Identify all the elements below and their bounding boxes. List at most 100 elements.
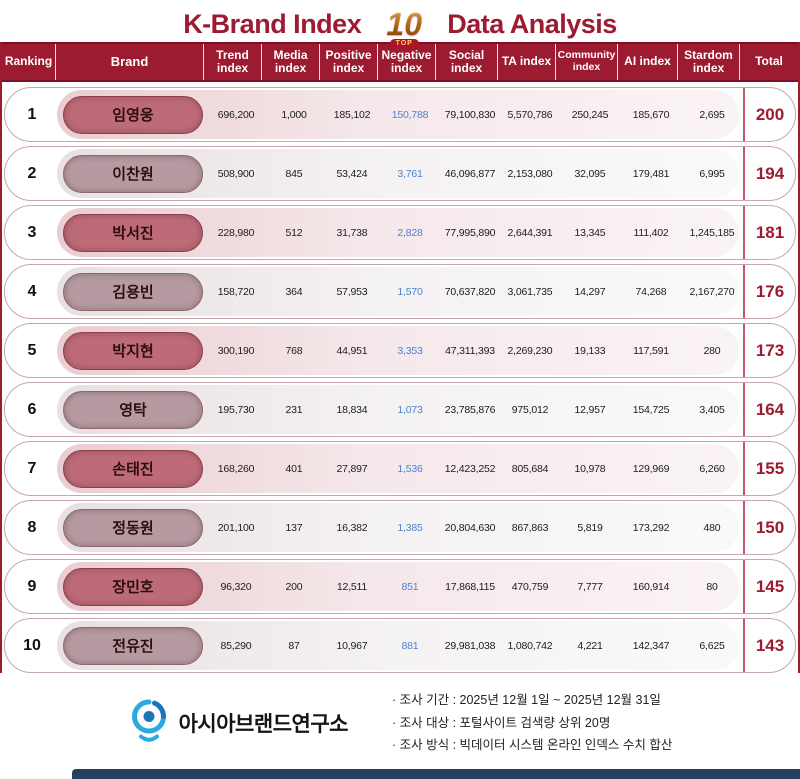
metric-cell-community: 14,297 xyxy=(574,285,606,298)
column-header-total: Total xyxy=(755,54,783,69)
metric-cell-positive: 16,382 xyxy=(336,521,368,534)
metric-cell-stardom: 3,405 xyxy=(699,403,725,416)
metric-cell-community: 12,957 xyxy=(574,403,606,416)
metric-cell-social: 77,995,890 xyxy=(444,226,496,239)
metric-cell-media: 364 xyxy=(285,285,303,298)
table-row: 8 정동원 201,100 137 16,382 1,385 20,804,630 867,8… xyxy=(4,500,796,555)
brand-cell: 영탁 xyxy=(59,383,207,436)
metric-cell-ta: 5,570,786 xyxy=(507,108,553,121)
metric-cell-negative: 881 xyxy=(401,639,419,652)
metric-cell-social: 12,423,252 xyxy=(444,462,496,475)
badge-top-ribbon: TOP xyxy=(389,39,419,48)
metric-cell-positive: 53,424 xyxy=(336,167,368,180)
metric-cell-social: 23,785,876 xyxy=(444,403,496,416)
badge-number: 10 xyxy=(386,6,423,42)
table-row: 2 이찬원 508,900 845 53,424 3,761 46,096,877 2,153… xyxy=(4,146,796,201)
metric-cell-stardom: 6,260 xyxy=(699,462,725,475)
metric-cell-ta: 470,759 xyxy=(511,580,549,593)
org-logo: 아시아브랜드연구소 xyxy=(128,697,348,748)
table-row: 10 전유진 85,290 87 10,967 881 29,981,038 1,080,74… xyxy=(4,618,796,673)
total-cell: 164 xyxy=(743,383,795,436)
metric-cell-trend: 228,980 xyxy=(217,226,255,239)
brand-pill: 장민호 xyxy=(63,567,203,606)
brand-cell: 이찬원 xyxy=(59,147,207,200)
table-row: 5 박지현 300,190 768 44,951 3,353 47,311,393 2,269… xyxy=(4,323,796,378)
metric-cell-trend: 168,260 xyxy=(217,462,255,475)
metric-cell-community: 4,221 xyxy=(577,639,603,652)
org-name: 아시아브랜드연구소 xyxy=(178,712,349,736)
column-header-community: Community index xyxy=(556,44,618,80)
brand-pill: 손태진 xyxy=(63,449,203,488)
rank-cell: 6 xyxy=(27,400,37,418)
metric-cell-trend: 201,100 xyxy=(217,521,255,534)
title-right: Data Analysis xyxy=(447,8,617,39)
column-header-ta: TA index xyxy=(498,44,556,80)
metric-cell-media: 87 xyxy=(288,639,300,652)
metric-cell-media: 231 xyxy=(285,403,303,416)
total-cell: 173 xyxy=(743,324,795,377)
total-cell: 176 xyxy=(743,265,795,318)
table-row: 7 손태진 168,260 401 27,897 1,536 12,423,252 805,6… xyxy=(4,441,796,496)
total-cell: 150 xyxy=(743,501,795,554)
column-header-media: Media index xyxy=(262,44,320,80)
bottom-navy-bar xyxy=(72,769,800,779)
rank-cell: 1 xyxy=(27,105,37,123)
metric-cell-social: 20,804,630 xyxy=(444,521,496,534)
metric-cell-social: 46,096,877 xyxy=(444,167,496,180)
column-header-ai: AI index xyxy=(618,44,678,80)
brand-pill: 정동원 xyxy=(63,508,203,547)
rank-cell: 9 xyxy=(27,577,37,595)
metric-cell-negative: 150,788 xyxy=(391,108,429,121)
metric-cell-ta: 2,269,230 xyxy=(507,344,553,357)
metric-cell-trend: 85,290 xyxy=(220,639,252,652)
metric-cell-stardom: 2,167,270 xyxy=(689,285,735,298)
metric-cell-trend: 696,200 xyxy=(217,108,255,121)
metric-cell-ai: 179,481 xyxy=(632,167,670,180)
metric-cell-positive: 12,511 xyxy=(336,580,368,593)
survey-notes: · 조사 기간 : 2025년 12월 1일 ~ 2025년 12월 31일 ·… xyxy=(392,689,672,757)
column-header-brand: Brand xyxy=(56,44,204,80)
metric-cell-negative: 3,353 xyxy=(397,344,423,357)
table-row: 1 임영웅 696,200 1,000 185,102 150,788 79,100,830… xyxy=(4,87,796,142)
metric-cell-community: 13,345 xyxy=(574,226,606,239)
metric-cell-negative: 2,828 xyxy=(397,226,423,239)
brand-cell: 손태진 xyxy=(59,442,207,495)
metric-cell-media: 845 xyxy=(285,167,303,180)
metric-cell-ai: 173,292 xyxy=(632,521,670,534)
metric-cell-media: 137 xyxy=(285,521,303,534)
metric-cell-trend: 96,320 xyxy=(220,580,252,593)
rank-cell: 7 xyxy=(27,459,37,477)
page-title: K-Brand Index 10 TOP Data Analysis xyxy=(0,0,800,48)
metric-cell-stardom: 2,695 xyxy=(699,108,725,121)
total-cell: 155 xyxy=(743,442,795,495)
footer: 아시아브랜드연구소 · 조사 기간 : 2025년 12월 1일 ~ 2025년… xyxy=(0,689,800,757)
rank-cell: 3 xyxy=(27,223,37,241)
metric-cell-trend: 195,730 xyxy=(217,403,255,416)
metric-cell-negative: 1,536 xyxy=(397,462,423,475)
metric-cell-community: 5,819 xyxy=(577,521,603,534)
metric-cell-ai: 160,914 xyxy=(632,580,670,593)
metric-cell-stardom: 80 xyxy=(706,580,718,593)
metric-cell-negative: 1,073 xyxy=(397,403,423,416)
metric-cell-media: 200 xyxy=(285,580,303,593)
brand-pill: 이찬원 xyxy=(63,154,203,193)
survey-note-target: · 조사 대상 : 포털사이트 검색량 상위 20명 xyxy=(391,715,611,730)
total-cell: 194 xyxy=(743,147,795,200)
metric-cell-ta: 2,153,080 xyxy=(507,167,553,180)
anniversary-10-badge: 10 TOP xyxy=(377,4,431,48)
metric-cell-ta: 867,863 xyxy=(511,521,549,534)
metric-cell-ai: 154,725 xyxy=(632,403,670,416)
column-header-positive: Positive index xyxy=(320,44,378,80)
brand-pill: 박지현 xyxy=(63,331,203,370)
metric-cell-positive: 57,953 xyxy=(336,285,368,298)
title-left: K-Brand Index xyxy=(183,8,362,39)
table-row: 3 박서진 228,980 512 31,738 2,828 77,995,890 2,644… xyxy=(4,205,796,260)
metric-cell-stardom: 480 xyxy=(703,521,721,534)
metric-cell-social: 79,100,830 xyxy=(444,108,496,121)
metric-cell-ta: 3,061,735 xyxy=(507,285,553,298)
rank-cell: 5 xyxy=(27,341,37,359)
table-header: Ranking Brand Trend index Media index Positi… xyxy=(2,42,798,82)
table-row: 9 장민호 96,320 200 12,511 851 17,868,115 470,759 7… xyxy=(4,559,796,614)
column-header-trend: Trend index xyxy=(204,44,262,80)
brand-cell: 전유진 xyxy=(59,619,207,672)
